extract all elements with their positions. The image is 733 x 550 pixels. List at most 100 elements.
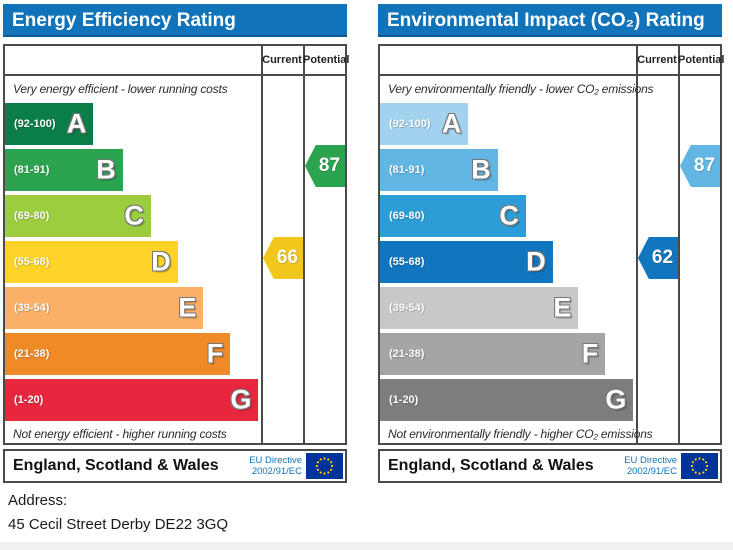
band-a: (92-100) A bbox=[380, 103, 636, 145]
top-note: Very energy efficient - lower running co… bbox=[13, 82, 228, 96]
band-a: (92-100) A bbox=[5, 103, 261, 145]
band-letter: F bbox=[206, 338, 224, 369]
current-column-header: Current bbox=[262, 54, 302, 66]
band-letter: E bbox=[178, 292, 197, 323]
band-letter: D bbox=[151, 246, 171, 277]
panel-title: Environmental Impact (CO₂) Rating bbox=[378, 4, 722, 37]
band-letter: C bbox=[124, 200, 144, 231]
potential-rating-arrow: 87 bbox=[680, 145, 720, 187]
band-c: (69-80) C bbox=[380, 195, 636, 237]
band-range-label: (55-68) bbox=[389, 256, 425, 268]
band-d-bar: (55-68) D bbox=[380, 241, 553, 283]
band-c-bar: (69-80) C bbox=[5, 195, 151, 237]
band-letter: F bbox=[581, 338, 599, 369]
band-f-bar: (21-38) F bbox=[5, 333, 231, 375]
eu-flag-icon bbox=[681, 453, 718, 479]
potential-column-header: Potential bbox=[678, 54, 725, 66]
band-letter: A bbox=[441, 108, 462, 139]
band-range-label: (39-54) bbox=[14, 302, 50, 314]
current-rating-arrow: 62 bbox=[638, 237, 678, 279]
band-letter: C bbox=[499, 200, 519, 231]
band-g: (1-20) G bbox=[380, 379, 636, 421]
panel-footer: England, Scotland & Wales EU Directive 2… bbox=[3, 449, 347, 483]
band-f: (21-38) F bbox=[380, 333, 636, 375]
top-note: Very environmentally friendly - lower CO… bbox=[388, 82, 654, 96]
eu-directive-line1: EU Directive bbox=[624, 454, 677, 466]
band-d-bar: (55-68) D bbox=[5, 241, 178, 283]
bands: (92-100) A (81-91) B (69-80) C bbox=[380, 103, 636, 425]
band-letter: A bbox=[66, 108, 87, 139]
potential-rating-value: 87 bbox=[318, 155, 341, 176]
band-e: (39-54) E bbox=[5, 287, 261, 329]
band-g: (1-20) G bbox=[5, 379, 261, 421]
band-b-bar: (81-91) B bbox=[380, 149, 498, 191]
eu-directive-label: EU Directive 2002/91/EC bbox=[249, 455, 306, 478]
band-letter: D bbox=[526, 246, 546, 277]
band-chart: Very energy efficient - lower running co… bbox=[5, 76, 261, 443]
potential-rating-arrow: 87 bbox=[305, 145, 345, 187]
region-label: England, Scotland & Wales bbox=[13, 457, 219, 474]
column-divider bbox=[636, 46, 638, 443]
band-letter: B bbox=[96, 154, 116, 185]
band-b: (81-91) B bbox=[380, 149, 636, 191]
eu-directive-label: EU Directive 2002/91/EC bbox=[624, 455, 681, 478]
band-letter: G bbox=[605, 384, 627, 415]
bottom-note: Not energy efficient - higher running co… bbox=[13, 427, 227, 441]
band-e-bar: (39-54) E bbox=[380, 287, 579, 329]
bands: (92-100) A (81-91) B (69-80) C bbox=[5, 103, 261, 425]
eu-directive-line2: 2002/91/EC bbox=[251, 466, 302, 477]
rating-chart: Current Potential Very environmentally f… bbox=[378, 44, 725, 445]
band-range-label: (1-20) bbox=[14, 394, 44, 406]
column-headers: Current Potential bbox=[380, 46, 725, 76]
current-rating-value: 66 bbox=[276, 247, 299, 268]
band-range-label: (92-100) bbox=[389, 118, 431, 130]
bottom-strip bbox=[0, 542, 733, 550]
panel-footer: England, Scotland & Wales EU Directive 2… bbox=[378, 449, 722, 483]
environmental-impact-panel: Environmental Impact (CO₂) Rating Curren… bbox=[378, 0, 725, 483]
column-divider bbox=[303, 46, 305, 443]
column-headers: Current Potential bbox=[5, 46, 350, 76]
band-letter: G bbox=[230, 384, 252, 415]
band-b-bar: (81-91) B bbox=[5, 149, 123, 191]
band-range-label: (39-54) bbox=[389, 302, 425, 314]
band-d: (55-68) D bbox=[5, 241, 261, 283]
current-column-header: Current bbox=[637, 54, 677, 66]
eu-flag-icon bbox=[306, 453, 343, 479]
panel-title: Energy Efficiency Rating bbox=[3, 4, 347, 37]
address-value: 45 Cecil Street Derby DE22 3GQ bbox=[8, 516, 229, 533]
address-block: Address: 45 Cecil Street Derby DE22 3GQ bbox=[8, 489, 228, 537]
band-range-label: (1-20) bbox=[389, 394, 419, 406]
band-c-bar: (69-80) C bbox=[380, 195, 526, 237]
band-e-bar: (39-54) E bbox=[5, 287, 204, 329]
band-d: (55-68) D bbox=[380, 241, 636, 283]
band-range-label: (81-91) bbox=[14, 164, 50, 176]
current-rating-value: 62 bbox=[651, 247, 674, 268]
address-label: Address: bbox=[8, 492, 68, 509]
rating-chart: Current Potential Very energy efficient … bbox=[3, 44, 350, 445]
band-range-label: (21-38) bbox=[389, 348, 425, 360]
band-e: (39-54) E bbox=[380, 287, 636, 329]
band-letter: E bbox=[553, 292, 572, 323]
column-divider bbox=[261, 46, 263, 443]
column-divider bbox=[678, 46, 680, 443]
band-a-bar: (92-100) A bbox=[5, 103, 94, 145]
band-a-bar: (92-100) A bbox=[380, 103, 469, 145]
bottom-note: Not environmentally friendly - higher CO… bbox=[388, 427, 653, 441]
band-g-bar: (1-20) G bbox=[380, 379, 634, 421]
band-range-label: (69-80) bbox=[14, 210, 50, 222]
eu-directive-line2: 2002/91/EC bbox=[626, 466, 677, 477]
band-c: (69-80) C bbox=[5, 195, 261, 237]
band-f: (21-38) F bbox=[5, 333, 261, 375]
band-chart: Very environmentally friendly - lower CO… bbox=[380, 76, 654, 443]
band-letter: B bbox=[471, 154, 491, 185]
region-label: England, Scotland & Wales bbox=[388, 457, 594, 474]
eu-directive-line1: EU Directive bbox=[249, 454, 302, 466]
band-range-label: (21-38) bbox=[14, 348, 50, 360]
band-g-bar: (1-20) G bbox=[5, 379, 259, 421]
potential-rating-value: 87 bbox=[693, 155, 716, 176]
band-range-label: (55-68) bbox=[14, 256, 50, 268]
band-range-label: (69-80) bbox=[389, 210, 425, 222]
potential-column-header: Potential bbox=[303, 54, 350, 66]
energy-efficiency-panel: Energy Efficiency Rating Current Potenti… bbox=[3, 0, 350, 483]
band-range-label: (81-91) bbox=[389, 164, 425, 176]
